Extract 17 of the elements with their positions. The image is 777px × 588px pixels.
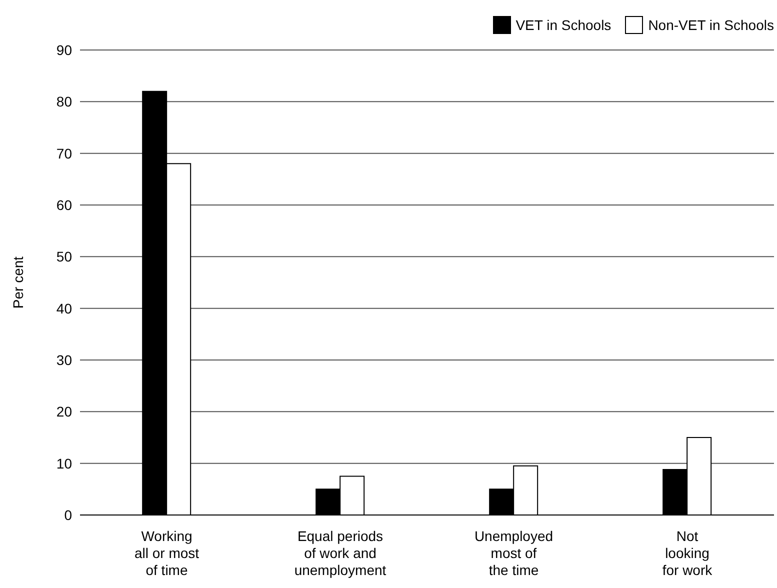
legend-label: VET in Schools — [514, 16, 612, 34]
y-tick-label: 30 — [56, 352, 72, 368]
y-axis-title: Per cent — [10, 256, 26, 309]
legend-label: Non-VET in Schools — [647, 16, 774, 34]
y-tick-label: 20 — [56, 404, 72, 420]
y-tick-label: 90 — [56, 42, 72, 58]
y-tick-label: 40 — [56, 300, 72, 316]
y-tick-label: 80 — [56, 94, 72, 110]
y-tick-label: 60 — [56, 196, 72, 213]
x-tick-label: Equal periods of work and unemployment — [294, 528, 386, 578]
x-tick-label: Working all or most of time — [134, 528, 200, 578]
y-tick-label: 50 — [56, 248, 72, 265]
y-tick-label: 10 — [56, 455, 72, 472]
x-tick-label: Not looking for work — [662, 528, 714, 578]
y-tick-label: 70 — [56, 145, 72, 162]
y-tick-label: 0 — [64, 506, 72, 523]
x-tick-label: Unemployed most of the time — [474, 528, 554, 578]
